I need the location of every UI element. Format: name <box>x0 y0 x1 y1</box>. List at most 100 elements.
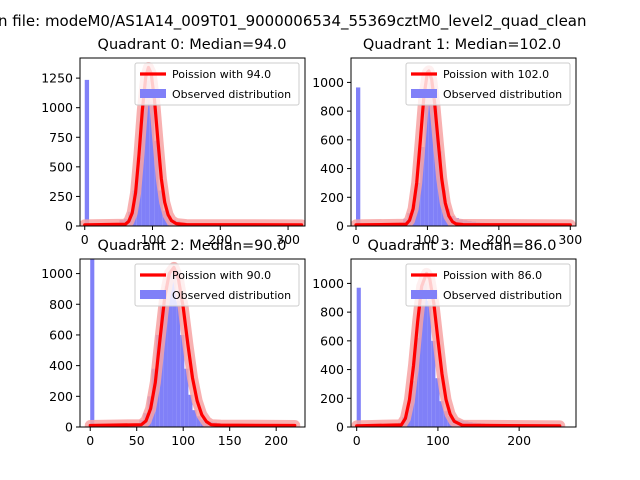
histogram-bar <box>443 411 448 427</box>
y-tick-label: 750 <box>49 130 73 145</box>
legend-box <box>405 62 571 106</box>
histogram-bar <box>356 87 361 226</box>
axes-frame <box>79 258 306 428</box>
x-tick-label: 100 <box>141 232 165 247</box>
histogram-bar <box>424 96 429 226</box>
x-tick-label: 150 <box>218 433 242 448</box>
legend: Poission with 102.0 Observed distribution <box>405 62 571 106</box>
quadrant-3-plot-area: 0 100 200 0 200 400 600 800 1000 Poission with 86… <box>312 258 577 448</box>
x-tick-label: 300 <box>276 232 300 247</box>
quadrant-1-panel: Quadrant 1: Median=102.0 0 100 200 300 0 200 4… <box>312 37 582 247</box>
quadrant-3-panel: 0 100 200 0 200 400 600 800 1000 Poission with 86… <box>312 258 577 448</box>
y-tick-label: 200 <box>320 190 344 205</box>
legend: Poission with 86.0 Observed distribution <box>405 263 571 307</box>
histogram-bar <box>422 283 428 427</box>
histogram-bar <box>418 294 423 427</box>
histogram-bar <box>154 140 159 226</box>
y-tick-label: 1250 <box>41 71 73 86</box>
y-tick-label: 0 <box>336 219 344 234</box>
y-tick-label: 250 <box>49 189 73 204</box>
y-tick-label: 600 <box>49 327 73 342</box>
x-tick-label: 0 <box>81 232 89 247</box>
histogram-bar <box>84 79 90 226</box>
histogram-bar <box>431 340 436 427</box>
legend-hist-swatch <box>140 89 166 98</box>
legend: Poission with 90.0 Observed distribution <box>134 263 300 307</box>
quadrant-2-plot-area: 0 50 100 150 200 0 200 400 600 800 1000 Poission wi… <box>41 258 306 448</box>
histogram-bar <box>188 394 193 427</box>
x-tick-label: 300 <box>558 232 582 247</box>
histogram-bar <box>163 285 168 427</box>
x-tick-label: 100 <box>426 433 450 448</box>
y-tick-label: 600 <box>320 333 344 348</box>
legend-poisson-label: Poission with 90.0 <box>172 269 271 282</box>
legend-box <box>134 263 300 307</box>
quadrant-3-title: Quadrant 3: Median=86.0 <box>368 238 557 254</box>
y-tick-label: 400 <box>320 161 344 176</box>
y-tick-label: 1000 <box>41 266 73 281</box>
legend-box <box>134 62 300 106</box>
x-tick-label: 0 <box>353 433 361 448</box>
axes-frame <box>79 57 306 227</box>
x-tick-label: 50 <box>129 433 145 448</box>
y-tick-label: 0 <box>336 420 344 435</box>
legend-hist-swatch <box>411 290 437 299</box>
histogram-bar <box>356 287 361 427</box>
legend-hist-swatch <box>140 290 166 299</box>
quadrant-1-title: Quadrant 1: Median=102.0 <box>363 37 561 53</box>
x-tick-label: 200 <box>487 232 511 247</box>
y-tick-label: 1000 <box>312 276 344 291</box>
quadrant-1-plot-area: 0 100 200 300 0 200 400 600 800 1000 Poission with… <box>312 57 582 247</box>
y-tick-label: 400 <box>320 362 344 377</box>
figure-suptitle: n file: modeM0/AS1A14_009T01_9000006534_… <box>0 12 587 31</box>
quadrant-0-panel: Quadrant 0: Median=94.0 0 100 200 300 0 250 50… <box>41 37 306 247</box>
histogram-bar <box>435 378 440 427</box>
x-tick-label: 100 <box>415 232 439 247</box>
histogram-bar <box>172 275 177 427</box>
legend-poisson-label: Poission with 94.0 <box>172 68 271 81</box>
legend-box <box>405 263 571 307</box>
histogram-bar <box>192 410 197 427</box>
x-tick-label: 200 <box>264 433 288 448</box>
legend-hist-label: Observed distribution <box>443 289 562 302</box>
y-tick-label: 1000 <box>312 75 344 90</box>
histogram-bar <box>149 101 155 226</box>
histogram-bar <box>427 300 432 427</box>
y-tick-label: 800 <box>49 297 73 312</box>
histogram-bar <box>145 80 150 226</box>
histogram-bar <box>420 147 425 226</box>
quadrant-2-panel: 0 50 100 150 200 0 200 400 600 800 1000 Poission wi… <box>41 258 306 448</box>
x-tick-label: 100 <box>171 433 195 448</box>
legend-hist-label: Observed distribution <box>172 289 291 302</box>
y-tick-label: 1000 <box>41 100 73 115</box>
x-tick-label: 200 <box>208 232 232 247</box>
y-tick-label: 800 <box>320 104 344 119</box>
y-tick-label: 800 <box>320 305 344 320</box>
legend-hist-label: Observed distribution <box>443 88 562 101</box>
legend-poisson-label: Poission with 86.0 <box>443 269 542 282</box>
x-tick-label: 0 <box>352 232 360 247</box>
legend-hist-swatch <box>411 89 437 98</box>
x-tick-label: 200 <box>507 433 531 448</box>
axes-frame <box>350 57 577 227</box>
legend-poisson-label: Poission with 102.0 <box>443 68 549 81</box>
axes-frame <box>350 258 577 428</box>
histogram-bar <box>196 416 201 427</box>
y-tick-label: 400 <box>49 358 73 373</box>
x-tick-label: 0 <box>86 433 94 448</box>
histogram-bar <box>167 273 173 427</box>
quadrant-2-title: Quadrant 2: Median=90.0 <box>98 238 287 254</box>
legend: Poission with 94.0 Observed distribution <box>134 62 300 106</box>
legend-hist-label: Observed distribution <box>172 88 291 101</box>
y-tick-label: 500 <box>49 159 73 174</box>
y-tick-label: 0 <box>65 219 73 234</box>
y-tick-label: 600 <box>320 132 344 147</box>
y-tick-label: 0 <box>65 420 73 435</box>
y-tick-label: 200 <box>49 389 73 404</box>
histogram-bar <box>176 301 181 427</box>
histogram-bar <box>428 82 434 226</box>
histogram-bar <box>180 334 185 427</box>
histogram-bar <box>184 368 189 427</box>
y-tick-label: 200 <box>320 391 344 406</box>
